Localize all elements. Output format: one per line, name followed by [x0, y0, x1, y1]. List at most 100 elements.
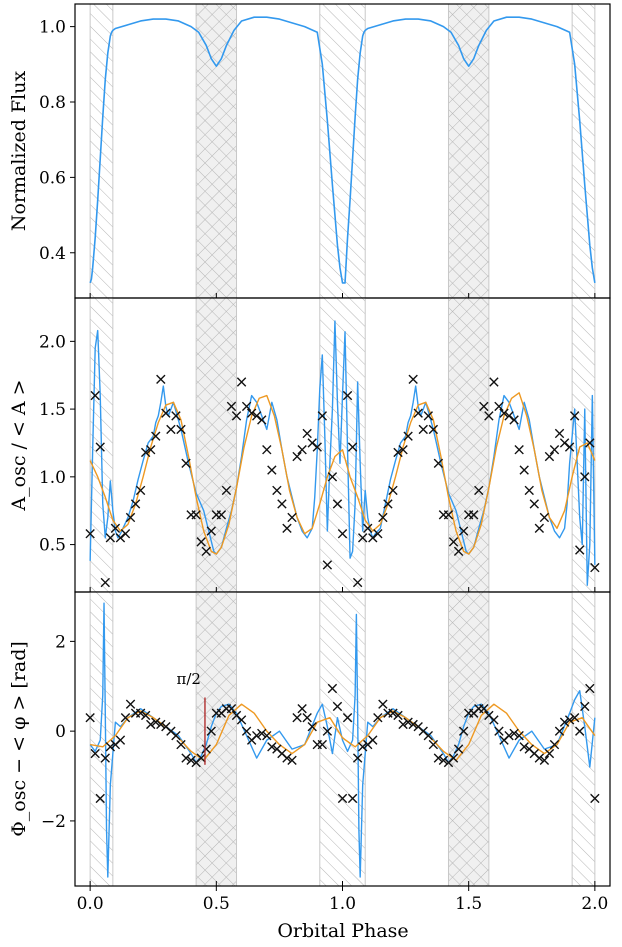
data-point [317, 411, 328, 421]
data-point [544, 451, 555, 462]
data-point [539, 512, 550, 523]
data-point [393, 710, 403, 721]
data-point [559, 717, 570, 727]
data-point [554, 726, 565, 736]
data-point [85, 529, 95, 539]
data-point [479, 401, 489, 412]
data-point [262, 445, 272, 455]
data-point [398, 719, 408, 730]
data-point [408, 374, 418, 384]
data-point [378, 512, 388, 523]
shaded-region-5 [571, 4, 596, 298]
data-point [216, 510, 227, 520]
data-point [504, 730, 514, 741]
data-point [388, 708, 398, 718]
data-point [474, 485, 484, 496]
data-point [267, 742, 277, 752]
data-point [383, 499, 393, 509]
data-point [418, 424, 428, 435]
panel-2: 0.5 1.0 1.5 2.0 A_osc / < A > [8, 297, 611, 593]
data-point [423, 411, 433, 421]
data-point [549, 739, 560, 750]
data-point [115, 735, 126, 745]
data-point [236, 715, 247, 725]
data-point [428, 424, 439, 435]
data-point [580, 701, 590, 712]
data-point [140, 710, 151, 721]
data-point [529, 499, 539, 509]
data-point [322, 560, 333, 570]
data-point [241, 726, 252, 736]
data-point [575, 545, 585, 555]
x-tick-label: 0.5 [203, 894, 230, 914]
data-point [302, 712, 312, 723]
data-point [514, 445, 524, 455]
data-point [201, 744, 211, 754]
data-point [292, 712, 302, 723]
data-point [458, 726, 469, 736]
shaded-region-3 [319, 4, 366, 298]
data-point [590, 562, 600, 573]
panel-plot-area [89, 4, 596, 298]
data-point [302, 428, 312, 439]
data-point [342, 390, 353, 401]
data-point [327, 683, 338, 694]
data-point [438, 755, 449, 766]
data-point [489, 377, 499, 387]
data-point [246, 408, 257, 418]
data-point [105, 533, 116, 543]
data-point [534, 753, 545, 763]
y-tick-label: 0.8 [39, 93, 66, 113]
data-point [373, 712, 383, 723]
data-point [448, 537, 459, 547]
data-point [428, 739, 439, 750]
data-point [130, 499, 141, 509]
data-point [357, 533, 368, 543]
shaded-region-4 [447, 4, 490, 298]
data-point [287, 755, 297, 766]
panel-plot-area [85, 298, 600, 592]
data-point [120, 712, 131, 723]
data-point [378, 699, 388, 709]
data-point [181, 458, 191, 468]
data-point [146, 719, 156, 730]
data-point [509, 728, 519, 739]
data-point [363, 523, 373, 534]
data-point [257, 415, 267, 425]
data-point [181, 753, 191, 763]
y-tick-label: 1.0 [39, 468, 66, 488]
data-point [231, 411, 242, 421]
data-point [176, 739, 186, 750]
shaded-region-2 [195, 298, 238, 592]
data-point [499, 408, 509, 418]
data-point [201, 546, 211, 557]
y-axis-label: Φ_osc − < φ > [rad] [8, 641, 30, 837]
data-point [337, 793, 348, 804]
data-point [357, 742, 368, 752]
data-point [252, 730, 262, 741]
data-point [262, 730, 272, 741]
series-line-model [89, 16, 596, 284]
y-tick-label: 0.5 [39, 536, 66, 556]
data-point [585, 683, 595, 694]
phase-annotation: π/2 [176, 670, 200, 688]
data-point [443, 510, 454, 520]
data-point [95, 793, 105, 804]
data-point [206, 726, 216, 736]
data-point [287, 512, 297, 523]
data-point [171, 411, 181, 421]
data-point [322, 726, 333, 736]
data-point [484, 411, 494, 421]
data-point [186, 755, 196, 766]
data-point [479, 704, 489, 714]
panel-1: 0.4 0.6 0.8 1.0 Normalized Flux [8, 3, 611, 299]
data-point [161, 408, 171, 418]
data-point [272, 485, 282, 496]
data-point [368, 735, 378, 745]
data-point [196, 753, 206, 763]
data-point [171, 730, 181, 741]
data-point [226, 401, 237, 412]
data-point [90, 390, 100, 401]
data-point [514, 730, 524, 741]
y-axis-label: A_osc / < A > [8, 379, 30, 511]
